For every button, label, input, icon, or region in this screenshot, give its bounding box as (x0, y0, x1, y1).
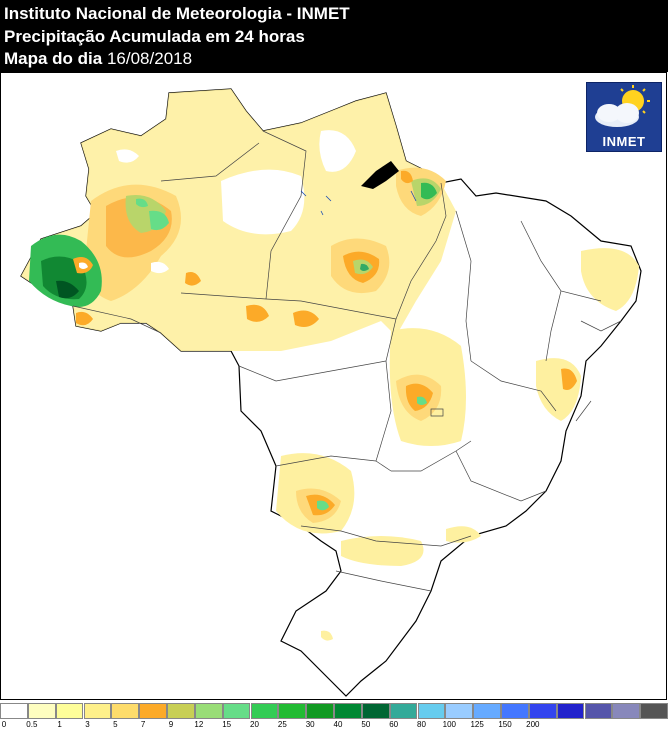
legend-label: 30 (305, 720, 315, 729)
legend-swatch (0, 703, 28, 719)
map-date: 16/08/2018 (106, 49, 193, 68)
river-delta (361, 161, 399, 189)
legend-swatch (194, 703, 223, 719)
date-prefix: Mapa do dia (4, 49, 103, 68)
inmet-logo: INMET (586, 82, 662, 152)
brazil-map-svg (20, 88, 642, 697)
legend-label: 20 (250, 720, 259, 729)
institute-title: Instituto Nacional de Meteorologia - INM… (4, 4, 350, 23)
legend-label: 60 (389, 720, 399, 729)
map-date-line: Mapa do dia 16/08/2018 (4, 49, 192, 69)
legend-swatch (139, 703, 167, 719)
legend-swatch (389, 703, 418, 719)
legend-swatch (167, 703, 195, 719)
legend-label: 0 (1, 720, 7, 729)
legend-swatch (250, 703, 279, 719)
legend-swatch (334, 703, 362, 719)
precipitation-layer (21, 89, 639, 641)
state-borders (72, 130, 622, 592)
legend-label: 100 (442, 720, 457, 729)
legend-label: 200 (526, 720, 540, 729)
legend-label: 40 (333, 720, 343, 729)
legend-label: 125 (470, 720, 484, 729)
legend-label: 0.5 (26, 720, 38, 729)
legend-swatch (417, 703, 446, 719)
legend-swatch (83, 703, 112, 719)
legend-swatch (528, 703, 557, 719)
legend-swatch (473, 703, 501, 719)
legend-label: 150 (498, 720, 512, 729)
legend-label: 50 (361, 720, 371, 729)
legend-label: 15 (222, 720, 232, 729)
legend-label: 25 (277, 720, 287, 729)
legend-swatch (584, 703, 613, 719)
legend-swatch (501, 703, 529, 719)
legend-swatch (306, 703, 334, 719)
legend-swatch (612, 703, 641, 719)
legend-label: 1 (57, 720, 62, 729)
legend-label: 12 (194, 720, 204, 729)
legend-swatch (278, 703, 307, 719)
sun-cloud-icon (595, 85, 650, 127)
legend-label: 7 (140, 720, 146, 729)
legend-label: 80 (417, 720, 426, 729)
legend-swatch (111, 703, 140, 719)
legend-swatch (27, 703, 56, 719)
precipitation-map[interactable] (0, 72, 667, 700)
legend-label: 9 (168, 720, 174, 729)
logo-text: INMET (602, 134, 646, 149)
legend-swatch (55, 703, 84, 719)
legend-label: 3 (85, 720, 90, 729)
legend-swatch (640, 703, 668, 719)
river-lines (300, 190, 417, 216)
legend-swatch (556, 703, 585, 719)
legend-swatch (222, 703, 251, 719)
legend-swatch (361, 703, 390, 719)
legend-swatch (445, 703, 474, 719)
legend-label: 5 (113, 720, 118, 729)
map-header: Instituto Nacional de Meteorologia - INM… (0, 0, 668, 72)
precipitation-legend: 0 0.5 1 3 5 7 9 12 15 20 25 30 40 50 60 80 100 125 150 200 (0, 701, 668, 731)
map-title: Precipitação Acumulada em 24 horas (4, 27, 305, 46)
